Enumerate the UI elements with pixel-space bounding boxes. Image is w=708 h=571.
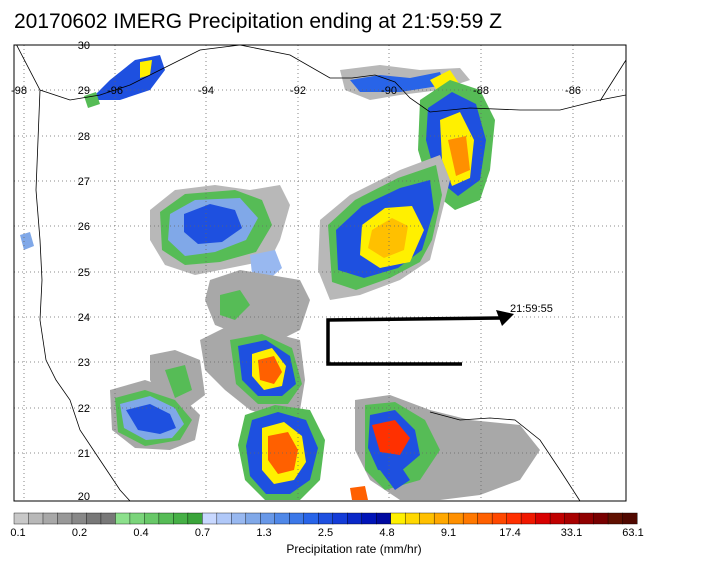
lon-label: -98 — [11, 85, 27, 97]
colorbar-swatch — [115, 512, 131, 525]
colorbar-swatch — [318, 512, 334, 525]
colorbar-swatch — [231, 512, 247, 525]
colorbar — [13, 512, 638, 525]
lon-label: -92 — [290, 85, 306, 97]
lon-label: -88 — [473, 85, 489, 97]
lon-label: -90 — [381, 85, 397, 97]
lat-label: 23 — [78, 357, 90, 369]
colorbar-swatch — [332, 512, 348, 525]
colorbar-swatch — [86, 512, 102, 525]
colorbar-swatch — [506, 512, 522, 525]
coastline — [16, 45, 626, 501]
colorbar-swatch — [376, 512, 392, 525]
lat-label: 25 — [78, 267, 90, 279]
colorbar-swatch — [361, 512, 377, 525]
colorbar-swatch — [42, 512, 58, 525]
colorbar-swatch — [448, 512, 464, 525]
lat-label: 20 — [78, 491, 90, 503]
colorbar-swatch — [535, 512, 551, 525]
colorbar-swatch — [173, 512, 189, 525]
colorbar-swatch — [578, 512, 595, 525]
colorbar-tick-label: 0.2 — [72, 527, 87, 539]
colorbar-swatch — [274, 512, 290, 525]
colorbar-tick-label: 33.1 — [561, 527, 582, 539]
colorbar-swatch — [216, 512, 232, 525]
colorbar-swatch — [303, 512, 319, 525]
track-time-label: 21:59:55 — [510, 303, 553, 315]
lat-label: 24 — [78, 312, 90, 324]
colorbar-swatch — [477, 512, 493, 525]
lat-label: 30 — [78, 40, 90, 52]
colorbar-swatch — [419, 512, 435, 525]
colorbar-swatch — [245, 512, 261, 525]
colorbar-swatch — [491, 512, 508, 525]
colorbar-swatch — [289, 512, 305, 525]
colorbar-swatch — [433, 512, 450, 525]
colorbar-swatch — [13, 512, 29, 525]
colorbar-swatch — [260, 512, 276, 525]
map-frame — [13, 44, 627, 502]
colorbar-swatch — [564, 512, 580, 525]
colorbar-tick-label: 2.5 — [318, 527, 333, 539]
colorbar-tick-label: 9.1 — [441, 527, 456, 539]
colorbar-swatch — [28, 512, 44, 525]
colorbar-swatch — [202, 512, 218, 525]
colorbar-swatch — [158, 512, 174, 525]
colorbar-tick-labels: 0.1 0.2 0.4 0.7 1.3 2.5 4.8 9.1 17.4 33.1 63.1 — [10, 527, 643, 539]
precipitation-field — [20, 55, 540, 500]
lon-label: -94 — [198, 85, 214, 97]
lon-label: -96 — [107, 85, 123, 97]
colorbar-tick-label: 63.1 — [622, 527, 643, 539]
colorbar-tick-label: 1.3 — [256, 527, 271, 539]
colorbar-tick-label: 4.8 — [379, 527, 394, 539]
colorbar-swatch — [347, 512, 363, 525]
colorbar-tick-label: 0.7 — [195, 527, 210, 539]
colorbar-swatch — [549, 512, 566, 525]
longitude-labels: -98 -96 -94 -92 -90 -88 -86 — [11, 85, 581, 97]
colorbar-swatch — [404, 512, 421, 525]
lat-label: 29 — [78, 85, 90, 97]
colorbar-swatch — [129, 512, 145, 525]
colorbar-tick-label: 0.4 — [133, 527, 148, 539]
colorbar-swatch — [100, 512, 116, 525]
colorbar-swatch — [390, 512, 406, 525]
colorbar-tick-label: 17.4 — [499, 527, 520, 539]
colorbar-swatch — [187, 512, 203, 525]
lat-label: 27 — [78, 176, 90, 188]
lat-label: 26 — [78, 221, 90, 233]
map-title: 20170602 IMERG Precipitation ending at 2… — [14, 10, 502, 33]
track-arrowhead — [496, 310, 514, 326]
satellite-track — [326, 316, 501, 366]
colorbar-swatch — [593, 512, 609, 525]
graticule — [14, 45, 626, 501]
lat-label: 28 — [78, 131, 90, 143]
colorbar-swatch — [520, 512, 537, 525]
colorbar-title: Precipitation rate (mm/hr) — [286, 542, 422, 556]
colorbar-swatch — [57, 512, 73, 525]
colorbar-swatch — [622, 512, 638, 525]
colorbar-swatch — [607, 512, 624, 525]
colorbar-swatch — [462, 512, 479, 525]
colorbar-tick-label: 0.1 — [10, 527, 25, 539]
lat-label: 22 — [78, 403, 90, 415]
latitude-labels: 30 29 28 27 26 25 24 23 22 21 20 — [78, 40, 90, 503]
colorbar-swatch — [71, 512, 87, 525]
lon-label: -86 — [565, 85, 581, 97]
lat-label: 21 — [78, 448, 90, 460]
colorbar-swatch — [144, 512, 160, 525]
